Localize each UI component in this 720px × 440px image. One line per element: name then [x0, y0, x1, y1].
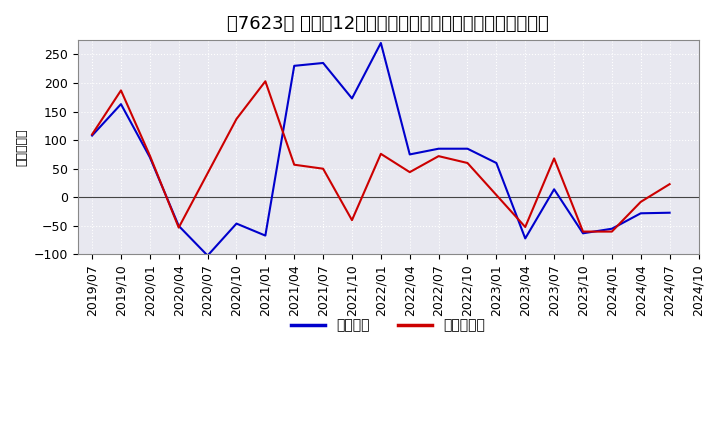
- 経常利益: [88, 133, 96, 138]
- 経常利益: [174, 223, 183, 228]
- 経常利益: [579, 231, 588, 236]
- 当期純利益: [665, 182, 674, 187]
- 経常利益: [377, 40, 385, 46]
- 当期純利益: [232, 116, 240, 121]
- 経常利益: [636, 211, 645, 216]
- 当期純利益: [434, 154, 443, 159]
- 経常利益: [261, 233, 270, 238]
- 経常利益: [434, 146, 443, 151]
- 当期純利益: [521, 224, 530, 230]
- 経常利益: [550, 187, 559, 192]
- 経常利益: [348, 96, 356, 101]
- 経常利益: [665, 210, 674, 215]
- 経常利益: [290, 63, 299, 69]
- 当期純利益: [88, 132, 96, 137]
- Line: 当期純利益: 当期純利益: [92, 81, 670, 231]
- 当期純利益: [550, 156, 559, 161]
- Legend: 経常利益, 当期純利益: 経常利益, 当期純利益: [285, 312, 491, 337]
- Line: 経常利益: 経常利益: [92, 43, 670, 256]
- 経常利益: [463, 146, 472, 151]
- 当期純利益: [319, 166, 328, 171]
- 経常利益: [319, 60, 328, 66]
- 経常利益: [405, 152, 414, 157]
- 当期純利益: [636, 199, 645, 205]
- 当期純利益: [405, 169, 414, 175]
- 当期純利益: [608, 229, 616, 234]
- 当期純利益: [463, 160, 472, 165]
- 当期純利益: [579, 229, 588, 234]
- 経常利益: [232, 221, 240, 226]
- 当期純利益: [290, 162, 299, 167]
- 経常利益: [521, 236, 530, 241]
- 当期純利益: [117, 88, 125, 93]
- 経常利益: [145, 154, 154, 160]
- 当期純利益: [261, 79, 270, 84]
- 経常利益: [117, 102, 125, 107]
- 当期純利益: [377, 151, 385, 157]
- 当期純利益: [145, 153, 154, 158]
- 当期純利益: [348, 217, 356, 223]
- 経常利益: [492, 160, 500, 165]
- Title: ［7623］ 利益の12か月移動合計の対前年同期増減額の推移: ［7623］ 利益の12か月移動合計の対前年同期増減額の推移: [228, 15, 549, 33]
- 経常利益: [203, 253, 212, 258]
- Y-axis label: （百万円）: （百万円）: [15, 128, 28, 166]
- 経常利益: [608, 226, 616, 231]
- 当期純利益: [174, 225, 183, 230]
